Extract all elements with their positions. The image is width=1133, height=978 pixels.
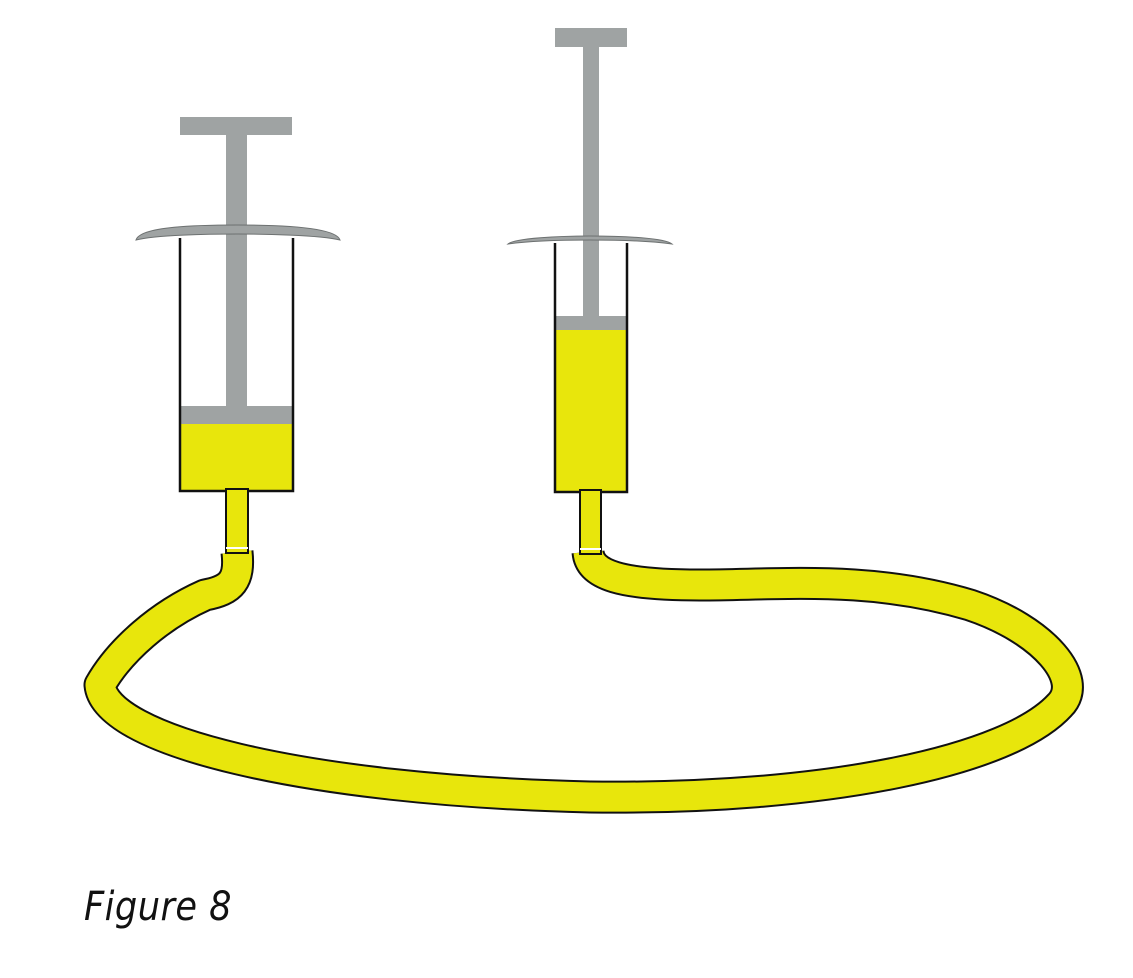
right-finger-flange — [506, 235, 674, 245]
left-syringe-nozzle — [225, 488, 249, 554]
right-plunger-rod — [583, 40, 599, 318]
right-syringe — [506, 28, 674, 555]
connecting-tube — [83, 548, 1084, 814]
tube-fluid — [85, 549, 1082, 812]
right-syringe-nozzle — [579, 489, 602, 555]
left-plunger-rod — [226, 130, 247, 408]
left-plunger-thumb-press — [180, 117, 292, 135]
left-syringe — [135, 117, 341, 554]
left-syringe-fluid — [180, 423, 293, 491]
right-plunger-thumb-press — [555, 28, 627, 47]
right-plunger-seal — [555, 316, 627, 330]
left-plunger-seal — [180, 406, 293, 424]
right-syringe-fluid — [555, 329, 627, 492]
left-finger-flange — [135, 224, 341, 241]
figure-caption: Figure 8 — [84, 884, 232, 930]
